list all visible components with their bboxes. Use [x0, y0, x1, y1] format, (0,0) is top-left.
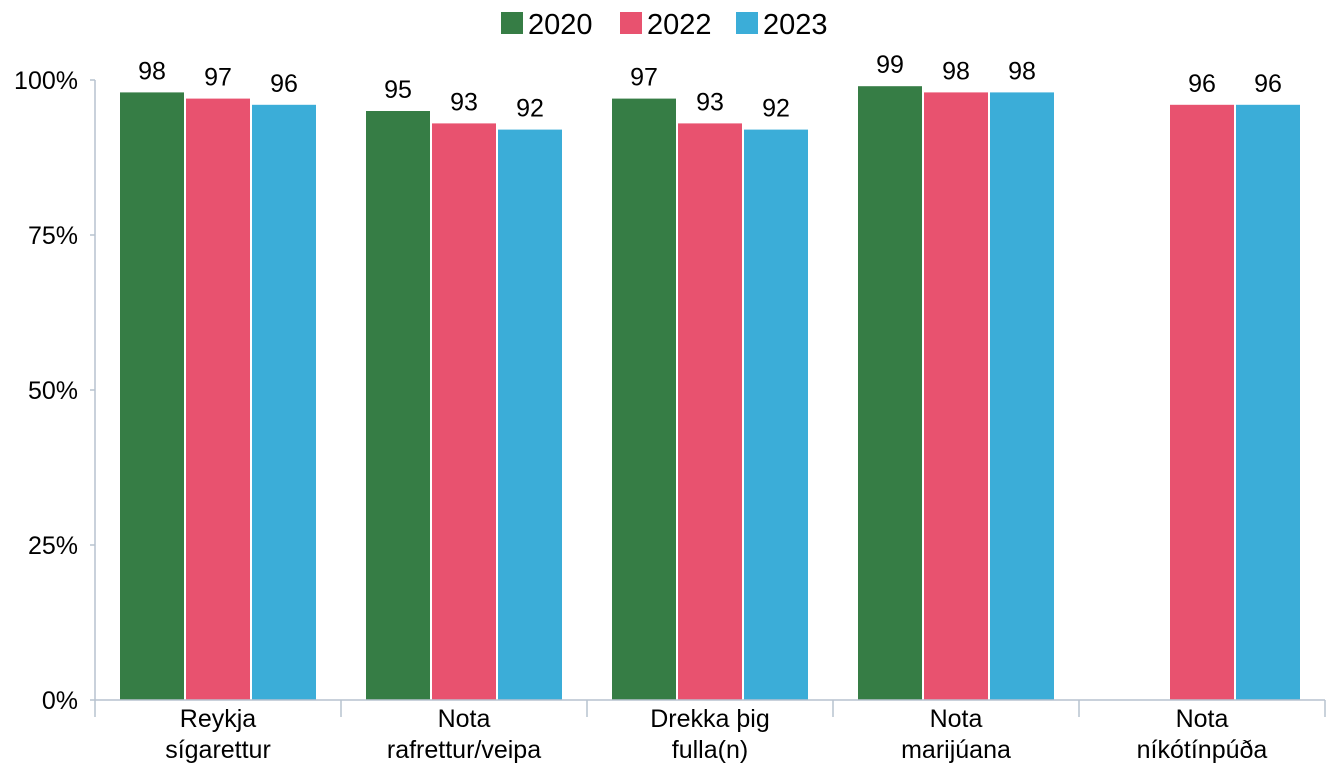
data-label-2022-4: 96 — [1188, 70, 1216, 98]
data-label-2023-0: 96 — [270, 70, 298, 98]
legend-label-2023: 2023 — [763, 9, 828, 41]
bar-2023-2 — [744, 129, 808, 701]
bar-2022-3 — [924, 92, 988, 700]
y-tick-label: 100% — [14, 67, 78, 95]
bar-2020-3 — [858, 86, 922, 700]
legend-swatch-2022 — [620, 12, 642, 34]
bar-2023-4 — [1236, 104, 1300, 701]
data-label-2020-2: 97 — [630, 64, 658, 92]
bar-2022-4 — [1170, 104, 1234, 701]
y-tick-label: 0% — [42, 687, 78, 715]
legend-swatch-2023 — [736, 12, 758, 34]
data-label-2020-0: 98 — [138, 57, 166, 85]
y-tick-label: 50% — [28, 377, 78, 405]
bars — [120, 86, 1300, 701]
bar-2022-1 — [432, 123, 496, 700]
data-label-2022-0: 97 — [204, 64, 232, 92]
x-category-label: Drekka þig fulla(n) — [650, 705, 770, 764]
y-tick-label: 75% — [28, 222, 78, 250]
x-category-label: Reykja sígarettur — [165, 705, 271, 764]
legend-label-2020: 2020 — [528, 9, 593, 41]
legend-swatch-2020 — [501, 12, 523, 34]
data-labels: 98 97 96 95 93 92 97 93 92 99 98 98 96 96 — [138, 51, 1282, 122]
x-category-label: Nota níkótínpúða — [1137, 705, 1268, 764]
data-label-2022-1: 93 — [450, 88, 478, 116]
data-label-2023-2: 92 — [762, 95, 790, 123]
bar-2023-0 — [252, 104, 316, 701]
data-label-2022-2: 93 — [696, 88, 724, 116]
bar-2023-1 — [498, 129, 562, 701]
data-label-2023-1: 92 — [516, 95, 544, 123]
x-category-label: Nota marijúana — [901, 705, 1011, 764]
data-label-2020-3: 99 — [876, 51, 904, 79]
bar-2020-1 — [366, 111, 430, 700]
legend-label-2022: 2022 — [647, 9, 712, 41]
x-axis: Reykja sígarettur Nota rafrettur/veipa Drekk… — [94, 699, 1326, 764]
bar-2022-2 — [678, 123, 742, 700]
data-label-2023-3: 98 — [1008, 57, 1036, 85]
data-label-2023-4: 96 — [1254, 70, 1282, 98]
bar-2022-0 — [186, 98, 250, 701]
x-category-label: Nota rafrettur/veipa — [387, 705, 541, 764]
data-label-2020-1: 95 — [384, 76, 412, 104]
data-label-2022-3: 98 — [942, 57, 970, 85]
bar-2020-0 — [120, 92, 184, 700]
legend: 2020 2022 2023 — [501, 9, 828, 41]
y-tick-label: 25% — [28, 532, 78, 560]
bar-2023-3 — [990, 92, 1054, 700]
y-axis: 0% 25% 50% 75% 100% — [14, 67, 96, 715]
bar-2020-2 — [612, 98, 676, 701]
